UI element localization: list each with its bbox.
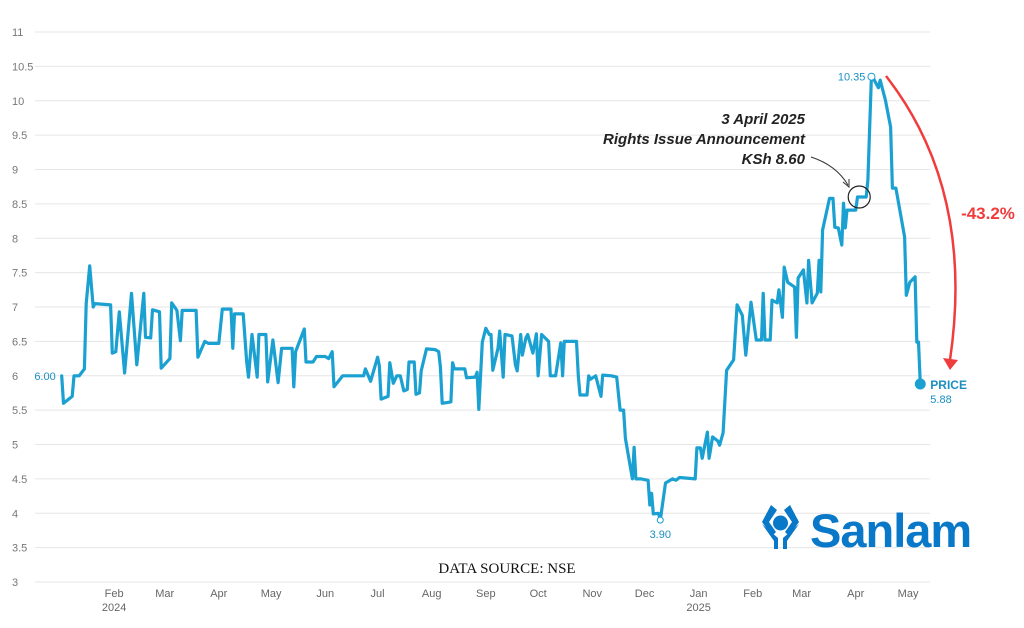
annotation-price: KSh 8.60	[742, 151, 806, 168]
decline-arrow	[885, 75, 957, 361]
high-point-marker	[867, 72, 876, 81]
annotation-arrowhead-icon	[842, 179, 850, 189]
y-tick-label: 9	[12, 165, 18, 177]
y-tick-label: 7.5	[12, 268, 27, 280]
x-tick-label: Mar	[792, 588, 811, 600]
y-tick-label: 3.5	[12, 543, 27, 555]
data-source-label: DATA SOURCE: NSE	[438, 561, 575, 577]
x-tick-label: May	[898, 588, 919, 600]
sanlam-logo: Sanlam	[762, 504, 972, 557]
x-tick-label: Dec	[635, 588, 655, 600]
y-tick-label: 3	[12, 577, 18, 589]
y-tick-label: 5.5	[12, 405, 27, 417]
last-point-marker	[914, 378, 926, 390]
x-axis: Feb 2024 Mar Apr May Jun Jul Aug Sep Oct Nov Dec Jan…	[102, 588, 919, 614]
x-tick-label: Nov	[582, 588, 602, 600]
start-value-label: 6.00	[34, 371, 55, 383]
decline-arrowhead-icon	[943, 358, 958, 370]
y-tick-label: 5	[12, 440, 18, 452]
x-tick-label: Mar	[155, 588, 174, 600]
low-point-marker	[656, 516, 664, 524]
x-tick-label: Jul	[371, 588, 385, 600]
y-tick-label: 9.5	[12, 130, 27, 142]
x-tick-label: Apr	[210, 588, 227, 600]
x-tick-label: Feb	[743, 588, 762, 600]
x-tick-label: May	[261, 588, 282, 600]
sanlam-logo-text: Sanlam	[810, 504, 971, 557]
x-tick-label: Jun	[316, 588, 334, 600]
high-value-label: 10.35	[838, 72, 866, 84]
x-tick-label: Sep	[476, 588, 496, 600]
y-tick-label: 4	[12, 508, 18, 520]
annotation-date: 3 April 2025	[721, 111, 805, 128]
annotation-event: Rights Issue Announcement	[603, 131, 806, 148]
percent-change-label: -43.2%	[961, 204, 1015, 223]
y-tick-label: 6.5	[12, 336, 27, 348]
y-tick-label: 10.5	[12, 61, 33, 73]
x-year-label: 2025	[686, 602, 710, 614]
low-value-label: 3.90	[650, 529, 671, 541]
y-tick-label: 10	[12, 96, 24, 108]
x-tick-label: Jan	[690, 588, 708, 600]
series-name-label: PRICE	[930, 378, 967, 392]
y-tick-label: 4.5	[12, 474, 27, 486]
gridlines	[35, 31, 930, 583]
x-tick-label: Apr	[847, 588, 864, 600]
y-axis: 3 3.5 4 4.5 5 5.5 6 6.5 7 7.5 8 8.5 9 9.5 10 10.5 11	[12, 27, 33, 589]
sanlam-logo-icon	[762, 505, 799, 549]
y-tick-label: 11	[12, 27, 23, 39]
x-tick-label: Oct	[530, 588, 547, 600]
x-tick-label: Aug	[422, 588, 442, 600]
y-tick-label: 8	[12, 233, 18, 245]
x-year-label: 2024	[102, 602, 126, 614]
rights-issue-annotation: 3 April 2025 Rights Issue Announcement K…	[603, 111, 871, 209]
decline-indicator: -43.2%	[885, 75, 1015, 370]
annotation-circle	[847, 185, 871, 209]
y-tick-label: 8.5	[12, 199, 27, 211]
price-series-line	[60, 75, 922, 522]
y-tick-label: 6	[12, 371, 18, 383]
x-tick-label: Feb	[105, 588, 124, 600]
annotation-arrow	[810, 156, 849, 186]
last-value-label: 5.88	[930, 394, 951, 406]
y-tick-label: 7	[12, 302, 18, 314]
